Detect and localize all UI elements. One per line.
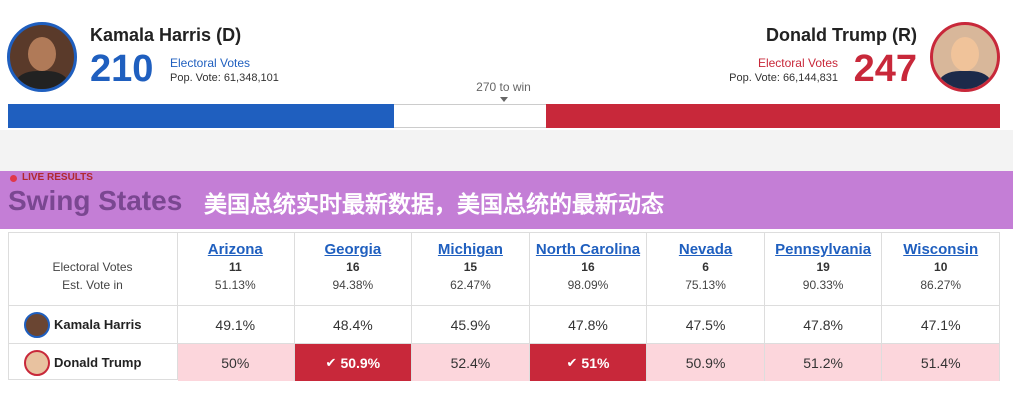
avatar-body [939, 71, 991, 89]
state-ev: 11 [228, 260, 242, 274]
vote-cell: 47.5% [647, 306, 765, 343]
avatar [930, 22, 1000, 92]
vote-cell: 50% [177, 344, 295, 381]
bar [8, 104, 394, 128]
state-header: North Carolina 16 98.09% [530, 233, 648, 305]
state-ev: 10 [934, 260, 948, 274]
vote-cell: 47.8% [530, 306, 648, 343]
state-ev: 15 [463, 260, 478, 274]
divider [8, 305, 1000, 306]
state-header: Pennsylvania 19 90.33% [765, 233, 883, 305]
candidate-name: Donald Trump (R) [766, 25, 917, 45]
vote-value: 45.9% [450, 316, 491, 333]
state-header: Wisconsin 10 86.27% [882, 233, 1000, 305]
vote-cell: 47.8% [765, 306, 883, 343]
state-name: Georgia [324, 241, 382, 258]
to-win-marker [500, 97, 508, 102]
state-ev: 19 [816, 260, 830, 274]
vote-value: 50.9% [685, 354, 726, 371]
pop-vote: Pop. Vote: 66,144,831 [729, 72, 838, 84]
vote-cell: 49.1% [177, 306, 295, 343]
avatar-body [16, 71, 68, 89]
vote-cell: 50.9% [647, 344, 765, 381]
ev-label: Electoral Votes [757, 56, 838, 70]
row-avatar [24, 312, 50, 338]
vote-cell: 48.4% [295, 306, 413, 343]
gap [0, 130, 1013, 172]
vote-value: 47.8% [803, 316, 843, 333]
bar [546, 104, 1000, 128]
row-name: Kamala Harris [54, 317, 142, 332]
vote-in: 98.09% [567, 278, 609, 292]
vote-value: 50% [221, 354, 250, 371]
avatar-face [951, 37, 979, 71]
electoral-votes: 210 [90, 48, 154, 90]
vote-value: 51% [581, 354, 610, 371]
vote-value: 51.4% [920, 354, 961, 371]
state-header: Georgia 16 94.38% [295, 233, 413, 305]
state-ev: 16 [346, 260, 360, 274]
check-icon: ✔ [566, 354, 578, 370]
vote-value: 47.8% [568, 316, 608, 333]
to-win: 270 to win [476, 80, 531, 94]
state-header: Nevada 6 75.13% [647, 233, 765, 305]
vote-value: 50.9% [340, 354, 381, 371]
divider [8, 343, 1000, 344]
vote-value: 47.5% [685, 316, 726, 333]
vote-cell: 51.4% [882, 344, 1000, 381]
state-name: Nevada [678, 241, 733, 258]
heading: Swing States [8, 185, 183, 216]
vote-cell: 45.9% [412, 306, 530, 343]
vote-in: 90.33% [802, 278, 844, 292]
row-name: Donald Trump [54, 355, 142, 370]
header-label: Electoral Votes [52, 260, 133, 274]
row-avatar [24, 350, 50, 376]
vote-in: 75.13% [685, 278, 726, 292]
state-header: Arizona 11 51.13% [177, 233, 295, 305]
vote-value: 48.4% [332, 316, 373, 333]
state-name: Michigan [437, 241, 503, 258]
vote-cell: ✔ 51% [529, 344, 648, 381]
vote-in: 86.27% [920, 278, 962, 292]
banner: LIVE RESULTS Swing States 美国总统实时最新数据，美国总… [0, 171, 1013, 229]
vote-in: 62.47% [450, 278, 491, 292]
pop-vote: Pop. Vote: 61,348,101 [170, 72, 279, 84]
state-name: Arizona [207, 241, 263, 258]
divider [177, 232, 178, 380]
avatar-face [28, 37, 56, 71]
header-label: Est. Vote in [62, 278, 123, 292]
check-icon: ✔ [325, 354, 337, 370]
ev-label: Electoral Votes [170, 56, 251, 70]
live-dot [10, 175, 17, 182]
state-name: Pennsylvania [775, 241, 872, 258]
vote-value: 51.2% [803, 354, 843, 371]
state-ev: 16 [581, 260, 595, 274]
state-name: Wisconsin [903, 241, 979, 258]
candidate-name: Kamala Harris (D) [90, 25, 242, 45]
vote-value: 49.1% [215, 316, 256, 333]
state-ev: 6 [702, 260, 709, 274]
title: 美国总统实时最新数据，美国总统的最新动态 [204, 191, 664, 217]
electoral-votes: 247 [853, 48, 917, 90]
vote-cell: ✔ 50.9% [294, 344, 413, 381]
vote-cell: 52.4% [412, 344, 530, 381]
vote-in: 94.38% [332, 278, 374, 292]
vote-in: 51.13% [214, 278, 256, 292]
vote-value: 47.1% [920, 316, 961, 333]
state-header: Michigan 15 62.47% [412, 233, 530, 305]
state-name: North Carolina [535, 241, 641, 258]
vote-cell: 47.1% [882, 306, 1000, 343]
vote-value: 52.4% [450, 354, 491, 371]
vote-cell: 51.2% [765, 344, 883, 381]
live-tag: LIVE RESULTS [22, 172, 93, 183]
avatar [7, 22, 77, 92]
